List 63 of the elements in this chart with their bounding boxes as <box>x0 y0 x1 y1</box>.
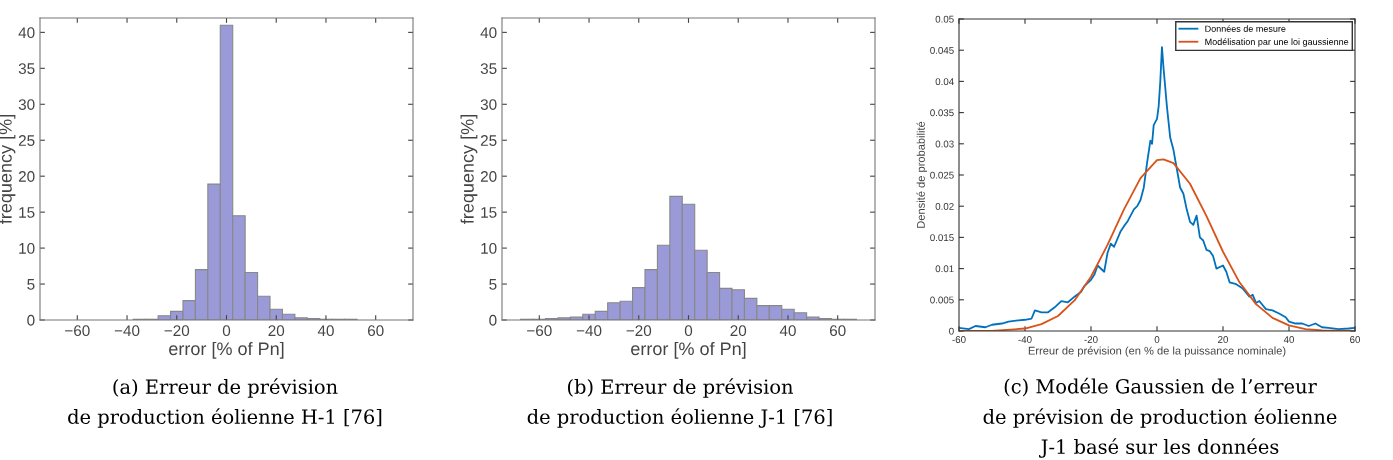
x-tick-label: −60 <box>527 325 552 337</box>
x-axis-title: error [% of Pn] <box>631 341 746 359</box>
x-tick-label: 40 <box>779 325 796 337</box>
y-tick-label: 25 <box>480 135 497 146</box>
x-tick-label: -20 <box>1084 336 1098 343</box>
y-tick-label: 25 <box>18 135 35 146</box>
y-tick-label: 30 <box>480 99 497 110</box>
y-tick-label: 35 <box>18 63 35 75</box>
y-tick-label: 0 <box>27 314 35 326</box>
y-tick-label: 0.04 <box>935 78 954 86</box>
y-tick-label: 0.035 <box>930 109 954 117</box>
y-tick-label: 40 <box>18 27 35 39</box>
x-tick-label: 0 <box>684 325 693 337</box>
x-tick-label: 20 <box>1218 336 1229 343</box>
x-tick-label: 0 <box>1154 336 1160 343</box>
text: de prévision de production éolienne <box>983 408 1337 428</box>
y-tick-label: 0.02 <box>935 202 954 210</box>
y-axis-title: frequency [%] <box>460 115 478 224</box>
y-tick-label: 10 <box>481 242 497 254</box>
text: (c) Modéle Gaussien de l’erreur <box>1004 377 1317 397</box>
y-tick-label: 0 <box>489 314 497 326</box>
text: de production éolienne H-1 [76] <box>68 408 382 428</box>
x-tick-label: −20 <box>626 325 652 337</box>
y-tick-label: 20 <box>480 171 497 182</box>
y-tick-label: 0.025 <box>930 171 954 179</box>
x-tick-label: 20 <box>268 325 285 337</box>
y-tick-label: 30 <box>18 99 35 110</box>
x-tick-label: −40 <box>114 325 140 337</box>
x-axis-title: Erreur de prévision (en % de la puissance nominale) <box>1028 346 1286 357</box>
y-tick-label: 0.01 <box>935 265 954 273</box>
x-tick-label: −20 <box>164 325 190 337</box>
x-tick-label: 60 <box>367 325 384 337</box>
y-tick-label: 35 <box>480 63 497 75</box>
y-tick-label: 0.005 <box>930 296 954 304</box>
x-tick-label: −40 <box>576 325 602 337</box>
x-tick-label: 60 <box>829 325 846 337</box>
x-tick-label: 40 <box>317 325 334 337</box>
y-tick-label: 15 <box>481 207 497 218</box>
y-tick-label: 0.015 <box>930 234 954 242</box>
y-tick-label: 0.03 <box>935 140 954 148</box>
legend-label: Modélisation par une loi gaussienne <box>1205 38 1349 47</box>
y-tick-label: 10 <box>19 242 35 254</box>
x-tick-label: -60 <box>952 336 966 343</box>
x-tick-label: −60 <box>65 325 90 337</box>
y-tick-label: 0.05 <box>935 15 954 23</box>
y-axis-title: Densité de probabilité <box>916 121 928 228</box>
y-tick-label: 15 <box>19 207 35 218</box>
x-tick-label: 20 <box>730 325 747 337</box>
text: J-1 basé sur les données <box>1039 438 1279 458</box>
y-tick-label: 0.045 <box>930 46 954 54</box>
y-tick-label: 40 <box>480 27 497 39</box>
y-tick-label: 5 <box>489 279 497 290</box>
x-axis-title: error [% of Pn] <box>169 341 284 359</box>
legend-label: Données de mesure <box>1205 25 1286 32</box>
x-tick-label: 60 <box>1350 336 1361 343</box>
x-tick-label: 40 <box>1283 336 1295 343</box>
text: (a) Erreur de prévision <box>113 378 338 398</box>
y-tick-label: 20 <box>18 171 35 182</box>
x-tick-label: -40 <box>1018 336 1032 343</box>
text: de production éolienne J-1 [76] <box>527 408 832 428</box>
x-tick-label: 0 <box>222 325 231 337</box>
y-tick-label: 5 <box>27 279 35 290</box>
text: (b) Erreur de prévision <box>567 378 794 398</box>
